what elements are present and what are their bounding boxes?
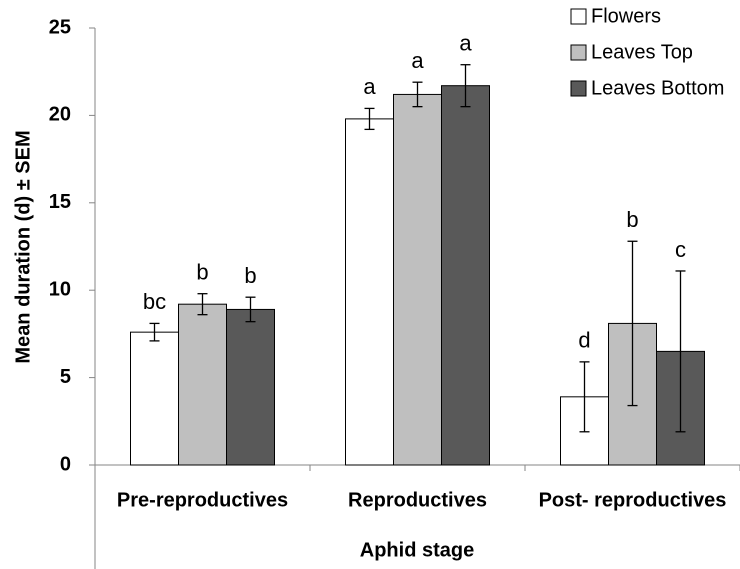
legend-swatch — [570, 80, 587, 97]
significance-letter: bc — [143, 289, 166, 314]
bar — [226, 308, 275, 466]
significance-letter: d — [578, 328, 590, 353]
y-tick-label: 20 — [49, 104, 71, 126]
legend-label: Leaves Bottom — [591, 77, 724, 99]
x-axis-title: Aphid stage — [360, 539, 474, 561]
significance-letter: b — [244, 263, 256, 288]
bar — [178, 303, 227, 466]
y-tick-label: 0 — [60, 453, 71, 475]
legend-label: Flowers — [591, 5, 661, 27]
y-tick-label: 5 — [60, 366, 71, 388]
x-tick-label: Pre-reproductives — [117, 489, 288, 511]
significance-letter: a — [363, 74, 376, 99]
y-axis-title: Mean duration (d) ± SEM — [12, 130, 34, 363]
bar — [441, 85, 490, 466]
bar — [393, 93, 442, 466]
bar — [130, 331, 179, 466]
significance-letter: c — [675, 237, 686, 262]
x-tick-label: Reproductives — [348, 489, 487, 511]
significance-letter: b — [626, 207, 638, 232]
x-tick-label: Post- reproductives — [539, 489, 727, 511]
significance-letter: a — [411, 48, 424, 73]
legend-label: Leaves Top — [591, 41, 693, 63]
bar — [345, 118, 394, 466]
y-tick-label: 25 — [49, 16, 71, 38]
legend-swatch — [570, 8, 587, 25]
y-tick-label: 15 — [49, 191, 71, 213]
legend-swatch — [570, 44, 587, 61]
significance-letter: a — [459, 31, 472, 56]
significance-letter: b — [196, 260, 208, 285]
y-tick-label: 10 — [49, 278, 71, 300]
